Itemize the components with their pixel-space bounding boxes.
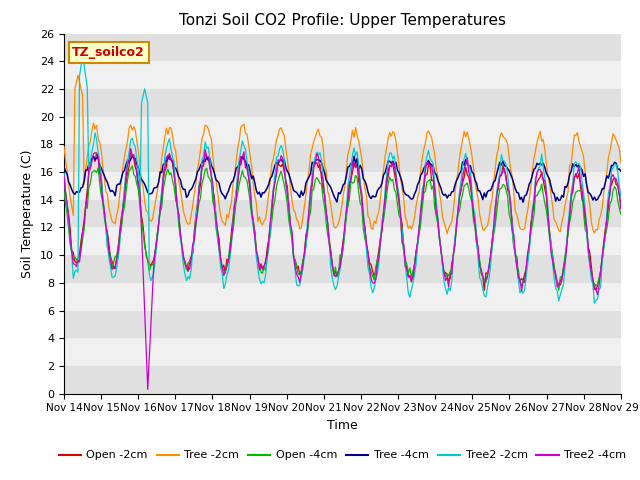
- Bar: [64, 255, 621, 283]
- Bar: [64, 34, 621, 61]
- Text: TZ_soilco2: TZ_soilco2: [72, 46, 145, 59]
- Bar: [64, 200, 621, 228]
- Title: Tonzi Soil CO2 Profile: Upper Temperatures: Tonzi Soil CO2 Profile: Upper Temperatur…: [179, 13, 506, 28]
- Bar: [64, 144, 621, 172]
- Y-axis label: Soil Temperature (C): Soil Temperature (C): [22, 149, 35, 278]
- Legend: Open -2cm, Tree -2cm, Open -4cm, Tree -4cm, Tree2 -2cm, Tree2 -4cm: Open -2cm, Tree -2cm, Open -4cm, Tree -4…: [54, 446, 630, 465]
- Bar: [64, 117, 621, 144]
- Bar: [64, 172, 621, 200]
- Bar: [64, 228, 621, 255]
- Bar: [64, 366, 621, 394]
- Bar: [64, 283, 621, 311]
- Bar: [64, 89, 621, 117]
- Bar: [64, 338, 621, 366]
- X-axis label: Time: Time: [327, 419, 358, 432]
- Bar: [64, 61, 621, 89]
- Bar: [64, 311, 621, 338]
